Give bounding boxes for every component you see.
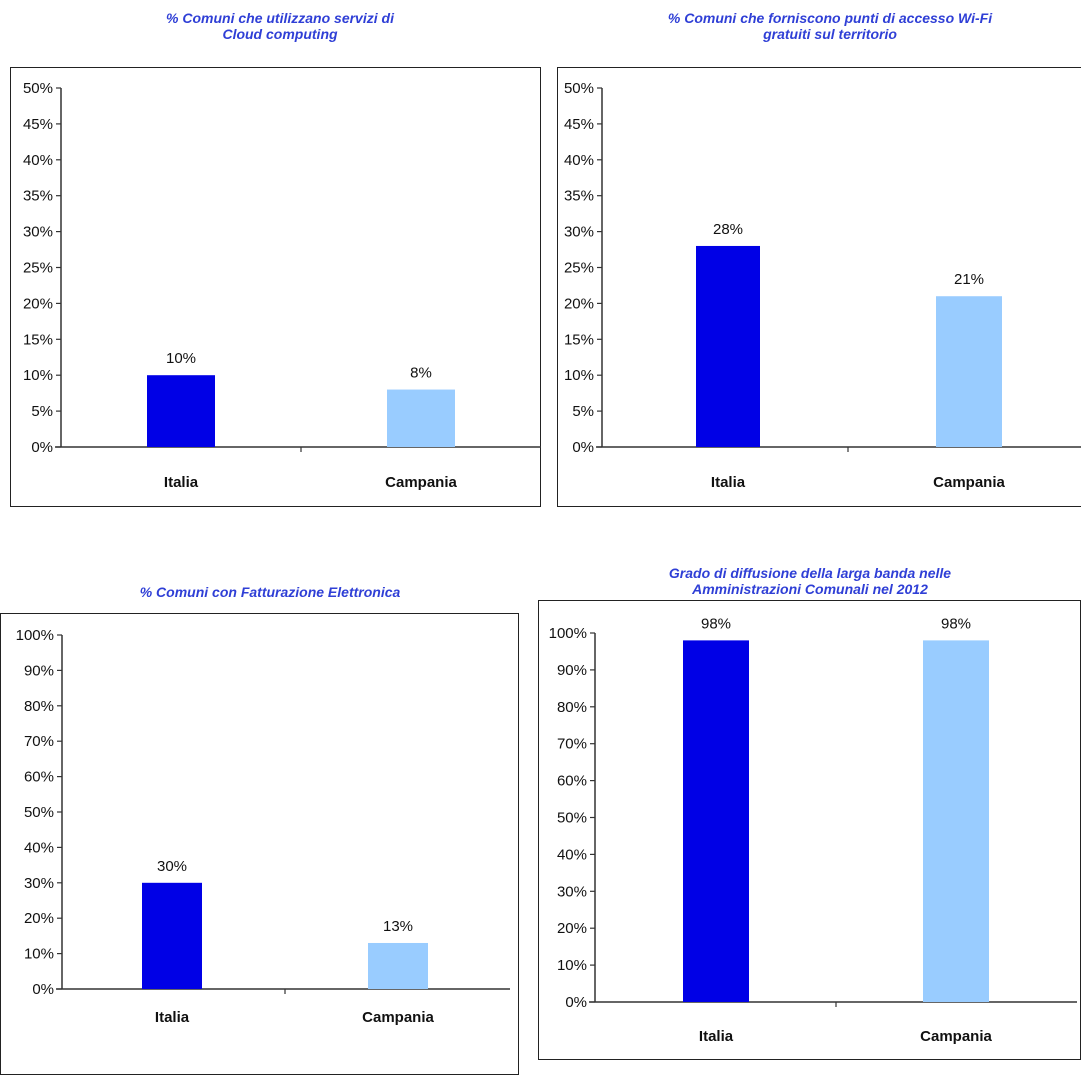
y-tick-label: 5% (572, 403, 594, 420)
y-tick-label: 10% (24, 946, 54, 963)
y-tick-label: 40% (24, 839, 54, 856)
bar-italia (696, 245, 760, 447)
data-label: 30% (157, 858, 187, 875)
y-tick-label: 50% (23, 80, 53, 97)
data-label: 10% (166, 350, 196, 367)
data-label: 28% (713, 221, 743, 238)
y-tick-label: 70% (557, 736, 587, 753)
data-label: 98% (941, 615, 971, 632)
bar-italia (683, 640, 749, 1002)
y-tick-label: 70% (24, 733, 54, 750)
bar-campania (368, 942, 428, 989)
y-tick-label: 15% (564, 331, 594, 348)
y-tick-label: 30% (557, 883, 587, 900)
category-label: Italia (711, 474, 746, 491)
y-tick-label: 30% (564, 224, 594, 241)
y-tick-label: 10% (564, 367, 594, 384)
y-tick-label: 20% (557, 920, 587, 937)
y-tick-label: 10% (557, 957, 587, 974)
chart-title: Grado di diffusione della larga banda ne… (668, 565, 952, 597)
category-label: Italia (699, 1028, 734, 1045)
y-tick-label: 60% (24, 769, 54, 786)
y-tick-label: 45% (564, 116, 594, 133)
y-tick-label: 35% (564, 188, 594, 205)
y-tick-label: 15% (23, 331, 53, 348)
y-tick-label: 10% (23, 367, 53, 384)
category-label: Italia (155, 1009, 190, 1026)
category-label: Campania (920, 1028, 992, 1045)
bar-italia (142, 882, 202, 989)
y-tick-label: 40% (23, 152, 53, 169)
y-tick-label: 60% (557, 773, 587, 790)
category-label: Italia (164, 474, 199, 491)
y-tick-label: 25% (23, 260, 53, 277)
y-tick-label: 20% (564, 295, 594, 312)
y-tick-label: 45% (23, 116, 53, 133)
data-label: 13% (383, 918, 413, 935)
y-tick-label: 50% (557, 810, 587, 827)
bar-campania (387, 389, 455, 447)
y-tick-label: 0% (572, 439, 594, 456)
y-tick-label: 20% (24, 910, 54, 927)
y-tick-label: 0% (32, 981, 54, 998)
bar-campania (936, 296, 1002, 447)
y-tick-label: 50% (24, 804, 54, 821)
y-tick-label: 100% (16, 627, 54, 644)
y-tick-label: 90% (557, 662, 587, 679)
y-tick-label: 35% (23, 188, 53, 205)
data-label: 98% (701, 615, 731, 632)
category-label: Campania (933, 474, 1005, 491)
y-tick-label: 25% (564, 260, 594, 277)
y-tick-label: 30% (24, 875, 54, 892)
y-tick-label: 80% (24, 698, 54, 715)
chart-title: % Comuni che forniscono punti di accesso… (667, 10, 993, 42)
y-tick-label: 90% (24, 662, 54, 679)
y-tick-label: 80% (557, 699, 587, 716)
chart-title: % Comuni che utilizzano servizi di Cloud… (166, 10, 394, 42)
y-tick-label: 0% (31, 439, 53, 456)
category-label: Campania (362, 1009, 434, 1026)
y-tick-label: 40% (564, 152, 594, 169)
y-tick-label: 30% (23, 224, 53, 241)
y-tick-label: 100% (549, 625, 587, 642)
chart-frame (538, 600, 1081, 1060)
y-tick-label: 0% (565, 994, 587, 1011)
y-tick-label: 50% (564, 80, 594, 97)
bar-italia (147, 375, 215, 447)
chart-title: % Comuni con Fatturazione Elettronica (139, 584, 401, 600)
data-label: 8% (410, 365, 432, 382)
category-label: Campania (385, 474, 457, 491)
y-tick-label: 5% (31, 403, 53, 420)
y-tick-label: 40% (557, 846, 587, 863)
bar-campania (923, 640, 989, 1002)
y-tick-label: 20% (23, 295, 53, 312)
data-label: 21% (954, 271, 984, 288)
